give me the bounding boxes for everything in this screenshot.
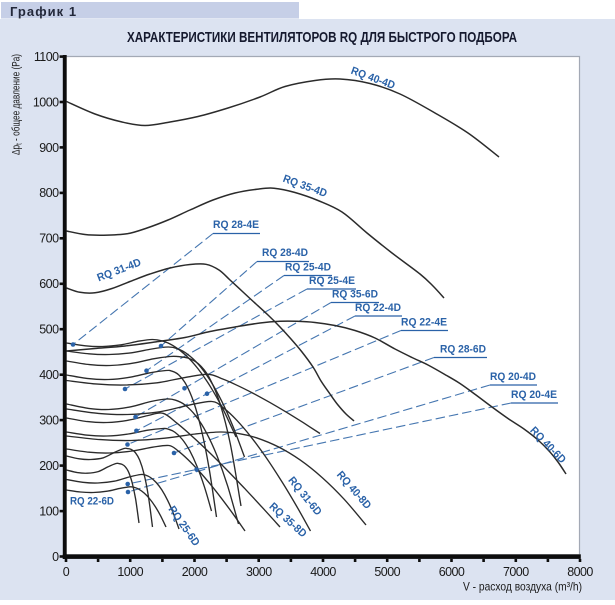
svg-text:RQ 20-4D: RQ 20-4D <box>490 371 536 383</box>
svg-text:RQ 20-4E: RQ 20-4E <box>511 389 557 401</box>
svg-text:7000: 7000 <box>503 565 529 579</box>
svg-text:Δpt - общее давление (Pa): Δpt - общее давление (Pa) <box>10 54 23 155</box>
svg-text:1000: 1000 <box>33 95 59 109</box>
svg-text:300: 300 <box>39 413 59 427</box>
svg-text:600: 600 <box>39 277 59 291</box>
svg-text:200: 200 <box>39 459 59 473</box>
svg-text:RQ 28-4D: RQ 28-4D <box>262 247 308 259</box>
svg-text:RQ 35-6D: RQ 35-6D <box>332 288 378 300</box>
svg-text:RQ 28-6D: RQ 28-6D <box>440 343 486 355</box>
svg-text:0: 0 <box>52 550 59 564</box>
svg-text:800: 800 <box>39 186 59 200</box>
svg-text:500: 500 <box>39 323 59 337</box>
svg-text:RQ 25-4D: RQ 25-4D <box>285 261 331 273</box>
svg-text:900: 900 <box>39 141 59 155</box>
svg-text:RQ 28-4E: RQ 28-4E <box>213 219 259 231</box>
svg-text:1100: 1100 <box>34 50 59 64</box>
svg-text:700: 700 <box>39 232 59 246</box>
svg-text:График 1: График 1 <box>10 4 77 19</box>
svg-text:2000: 2000 <box>182 565 208 579</box>
svg-text:1000: 1000 <box>117 565 143 579</box>
svg-text:8000: 8000 <box>567 565 593 579</box>
svg-text:RQ 22-4D: RQ 22-4D <box>355 302 401 314</box>
svg-text:ХАРАКТЕРИСТИКИ ВЕНТИЛЯТОРОВ RQ: ХАРАКТЕРИСТИКИ ВЕНТИЛЯТОРОВ RQ ДЛЯ БЫСТР… <box>127 29 517 46</box>
svg-text:RQ 22-4E: RQ 22-4E <box>401 316 447 328</box>
svg-text:6000: 6000 <box>439 565 465 579</box>
svg-text:0: 0 <box>63 565 70 579</box>
svg-text:RQ 22-6D: RQ 22-6D <box>70 496 114 508</box>
svg-text:400: 400 <box>39 368 59 382</box>
svg-text:100: 100 <box>39 504 59 518</box>
svg-text:3000: 3000 <box>246 565 272 579</box>
svg-text:4000: 4000 <box>310 565 336 579</box>
svg-text:5000: 5000 <box>374 565 400 579</box>
svg-text:RQ 25-4E: RQ 25-4E <box>309 275 355 287</box>
svg-text:V - расход воздуха (m³/h): V - расход воздуха (m³/h) <box>463 580 582 594</box>
